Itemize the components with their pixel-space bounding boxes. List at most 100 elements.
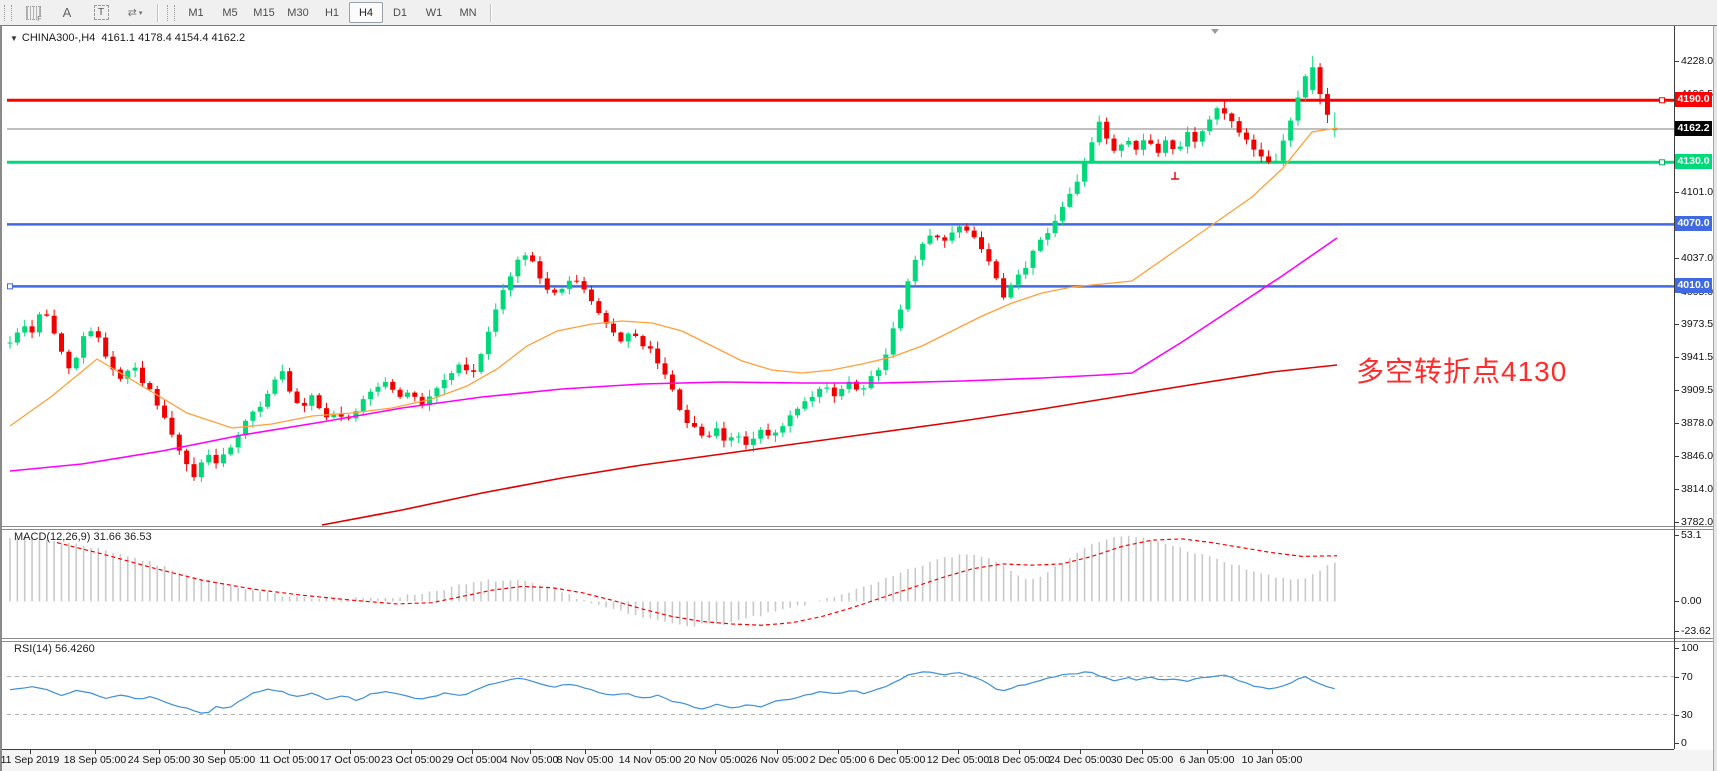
window-edge-strip[interactable] xyxy=(1713,26,1717,771)
price-tick xyxy=(1674,390,1679,392)
grid-font-icon: F xyxy=(25,5,42,23)
time-tick-label: 29 Oct 05:00 xyxy=(441,754,503,766)
timeframe-button-m5[interactable]: M5 xyxy=(222,6,238,19)
time-tick-label: 8 Nov 05:00 xyxy=(556,754,614,766)
line-handle[interactable] xyxy=(1659,159,1665,166)
time-axis-strip xyxy=(2,750,1717,771)
time-tick xyxy=(897,749,898,754)
timeframe-button-w1[interactable]: W1 xyxy=(425,6,443,19)
time-tick xyxy=(95,749,96,754)
price-tick-label: 3846.0 xyxy=(1681,449,1714,462)
chart-symbol-header[interactable]: ▼ CHINA300-,H4 4161.1 4178.4 4154.4 4162.… xyxy=(10,32,245,44)
main-price-panel xyxy=(7,55,1674,526)
symbol-name: CHINA300-,H4 xyxy=(21,32,96,44)
price-tick-label: 4228.0 xyxy=(1681,55,1714,67)
macd-tick xyxy=(1674,601,1679,603)
timeframe-button-h1[interactable]: H1 xyxy=(324,6,340,19)
text-t-icon: T xyxy=(93,5,109,20)
time-tick-label: 10 Jan 05:00 xyxy=(1241,754,1303,766)
price-tick-label: 3941.5 xyxy=(1681,351,1714,364)
chevron-down-icon: ▾ xyxy=(138,9,143,17)
macd-tick xyxy=(1674,535,1679,536)
time-tick-label: 18 Dec 05:00 xyxy=(987,754,1051,766)
price-tag-4190.0[interactable]: 4190.0 xyxy=(1675,92,1712,108)
price-tick-label: 3878.0 xyxy=(1681,416,1714,429)
ma-mid-line xyxy=(9,237,1338,472)
arrows-tool-button[interactable]: ⇄ ▾ xyxy=(118,2,152,23)
time-tick-label: 4 Nov 05:00 xyxy=(501,754,559,766)
rsi-tick-label: 0 xyxy=(1681,737,1687,749)
price-tick-label: 3782.0 xyxy=(1681,516,1714,528)
time-tick-label: 26 Nov 05:00 xyxy=(745,754,809,766)
time-tick xyxy=(1272,749,1273,754)
time-tick xyxy=(777,749,778,754)
toolbar: F A T ⇄ ▾ M1 M5 M15 M30 H1 H4 D1 W1 MN xyxy=(0,0,1717,26)
toolbar-separator xyxy=(490,3,491,22)
time-tick xyxy=(838,749,839,754)
panel-splitter[interactable] xyxy=(2,526,1717,530)
time-tick-label: 12 Dec 05:00 xyxy=(926,754,990,766)
time-tick xyxy=(958,749,959,754)
time-tick-label: 24 Dec 05:00 xyxy=(1048,754,1112,766)
font-tool-button[interactable]: F xyxy=(16,2,50,23)
price-tag-4070.0[interactable]: 4070.0 xyxy=(1675,216,1712,232)
price-tick-label: 3909.5 xyxy=(1681,384,1714,397)
rsi-tick-label: 70 xyxy=(1681,670,1693,683)
price-axis xyxy=(1674,26,1675,749)
time-tick-label: 23 Oct 05:00 xyxy=(380,754,442,766)
time-tick xyxy=(224,749,225,754)
price-tick-label: 4101.0 xyxy=(1681,186,1714,199)
timeframe-button-m30[interactable]: M30 xyxy=(287,6,309,19)
time-tick xyxy=(650,749,651,754)
line-handle[interactable] xyxy=(7,283,13,290)
time-tick-label: 11 Oct 05:00 xyxy=(259,754,319,766)
macd-tick-label: 0.00 xyxy=(1681,595,1702,608)
price-tick xyxy=(1674,61,1679,62)
toolbar-separator xyxy=(157,3,158,22)
time-tick xyxy=(472,749,473,754)
toolbar-drag-handle[interactable] xyxy=(167,4,175,21)
timeframe-button-d1[interactable]: D1 xyxy=(392,6,408,19)
price-tag-4162.2[interactable]: 4162.2 xyxy=(1675,121,1712,136)
text-tool-button[interactable]: A xyxy=(50,2,84,23)
chart-window: ▼ CHINA300-,H4 4161.1 4178.4 4154.4 4162.… xyxy=(0,25,1717,771)
line-handle[interactable] xyxy=(1659,97,1665,104)
price-tag-4010.0[interactable]: 4010.0 xyxy=(1675,278,1712,294)
macd-tick xyxy=(1674,631,1679,632)
macd-tick-label: 53.1 xyxy=(1681,529,1702,541)
panel-splitter[interactable] xyxy=(2,638,1717,642)
time-tick-label: 6 Jan 05:00 xyxy=(1179,754,1235,766)
rsi-tick xyxy=(1674,676,1679,678)
timeframe-button-m1[interactable]: M1 xyxy=(188,6,204,19)
timeframe-button-mn[interactable]: MN xyxy=(459,6,477,19)
time-tick-label: 6 Dec 05:00 xyxy=(868,754,926,766)
price-tick xyxy=(1674,455,1679,457)
price-tick xyxy=(1674,357,1679,359)
time-tick xyxy=(1207,749,1208,754)
macd-tick-label: -23.62 xyxy=(1681,625,1711,637)
time-tick xyxy=(530,749,531,754)
timeframe-button-m15[interactable]: M15 xyxy=(253,6,275,19)
price-tick xyxy=(1674,522,1679,523)
time-tick xyxy=(1080,749,1081,754)
toolbar-drag-handle[interactable] xyxy=(4,4,12,21)
text-label-tool-button[interactable]: T xyxy=(84,2,118,23)
rsi-tick xyxy=(1674,714,1679,716)
time-tick-label: 18 Sep 05:00 xyxy=(63,754,127,766)
rsi-indicator-label: RSI(14) 56.4260 xyxy=(14,643,95,655)
rsi-panel xyxy=(7,671,1674,715)
timeframe-button-h4[interactable]: H4 xyxy=(349,2,383,23)
time-tick-label: 30 Sep 05:00 xyxy=(192,754,256,766)
time-tick-label: 30 Dec 05:00 xyxy=(1110,754,1174,766)
chart-shift-marker[interactable] xyxy=(1211,29,1219,34)
price-tag-4130.0[interactable]: 4130.0 xyxy=(1675,154,1712,170)
candles-layer xyxy=(7,55,1338,482)
time-tick-label: 20 Nov 05:00 xyxy=(683,754,747,766)
time-tick xyxy=(350,749,351,754)
price-tick-label: 4037.0 xyxy=(1681,252,1714,265)
chart-canvas[interactable] xyxy=(2,26,1717,771)
price-tick xyxy=(1674,324,1679,326)
chart-annotation-text[interactable]: 多空转折点4130 xyxy=(1356,356,1568,387)
chevron-down-icon[interactable]: ▼ xyxy=(10,34,18,43)
